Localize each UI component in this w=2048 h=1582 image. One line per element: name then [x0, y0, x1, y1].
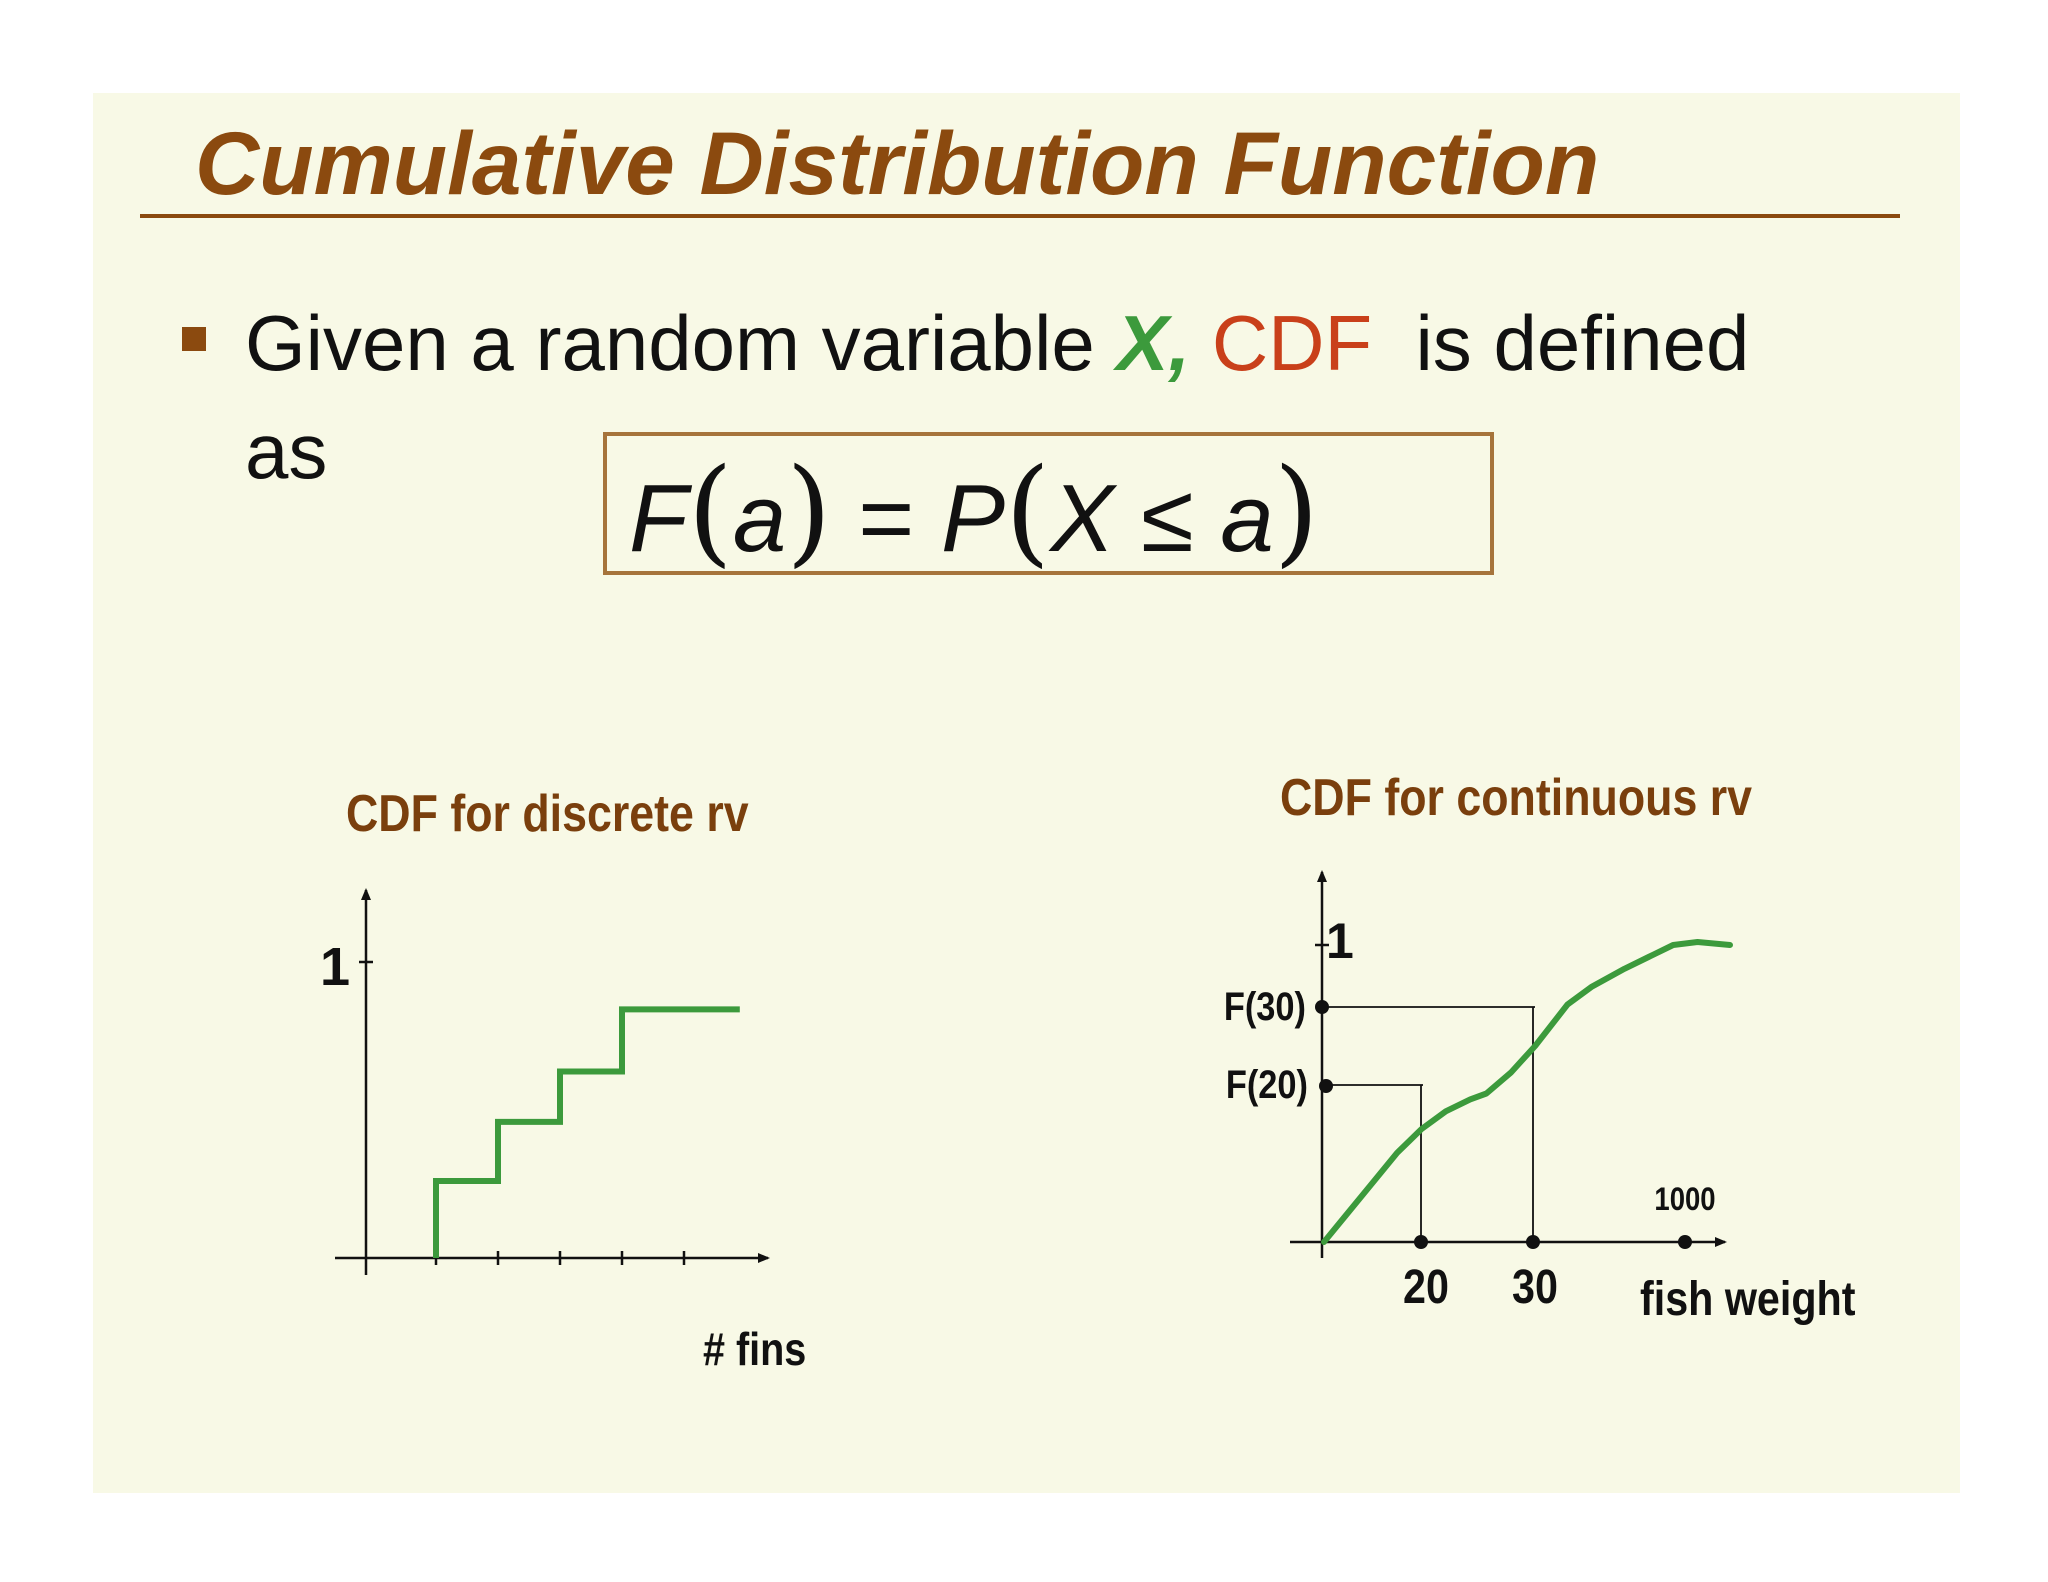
discrete-chart-title: CDF for discrete rv [346, 785, 749, 843]
continuous-cdf-curve [1321, 939, 1733, 1245]
continuous-chart-title: CDF for continuous rv [1280, 769, 1753, 827]
bullet-text-part2: is defined [1372, 299, 1750, 387]
x1000-label: 1000 [1654, 1182, 1715, 1217]
formula-equals-sign: = [858, 465, 915, 572]
formula-p: P [940, 465, 1005, 572]
x20-marker-dot [1414, 1235, 1428, 1249]
x20-label: 20 [1403, 1260, 1449, 1314]
formula-le-sign: ≤ [1140, 465, 1194, 572]
formula-le: ≤ [1114, 465, 1220, 572]
formula-box: F(a) = P(X ≤ a) [603, 432, 1494, 579]
random-variable-x: X, [1116, 299, 1191, 387]
discrete-x-ticks [434, 1251, 686, 1265]
x1000-marker-dot [1678, 1235, 1692, 1249]
formula-a1: a [732, 465, 787, 572]
f30-marker-dot [1315, 1000, 1329, 1014]
formula-equals: = [832, 465, 941, 572]
cdf-formula: F(a) = P(X ≤ a) [629, 444, 1319, 579]
discrete-chart: 1 # fins [320, 888, 806, 1376]
formula-rparen-2: ) [1273, 444, 1319, 579]
bullet-text-line-1: Given a random variable X, CDF is define… [245, 298, 1749, 389]
f30-label: F(30) [1224, 984, 1306, 1029]
continuous-y-tick-label: 1 [1326, 913, 1354, 969]
slide-title: Cumulative Distribution Function [195, 113, 1600, 213]
bullet-text-line-2: as [245, 407, 328, 495]
discrete-cdf-step-line [433, 1006, 740, 1258]
bullet-text-part1: Given a random variable [245, 299, 1117, 387]
slide-background [93, 93, 1960, 1493]
discrete-x-label: # fins [703, 1324, 806, 1375]
discrete-y-tick-label: 1 [320, 937, 350, 997]
f20-marker-dot [1319, 1079, 1333, 1093]
formula-a2: a [1220, 465, 1274, 572]
x30-marker-dot [1526, 1235, 1540, 1249]
bullet-square-icon [182, 327, 206, 351]
f20-label: F(20) [1226, 1062, 1308, 1107]
continuous-chart: 1 F(30) F(20) 20 30 1000 fish weight [1224, 870, 1856, 1326]
continuous-x-label: fish weight [1640, 1272, 1856, 1326]
x30-label: 30 [1512, 1260, 1558, 1314]
formula-rparen-1: ) [786, 444, 832, 579]
formula-x: X [1050, 465, 1115, 572]
cdf-term: CDF [1211, 299, 1373, 387]
title-underline [140, 214, 1900, 218]
formula-f: F [629, 465, 688, 572]
formula-lparen-2: ( [1005, 444, 1051, 579]
formula-lparen-1: ( [687, 444, 733, 579]
